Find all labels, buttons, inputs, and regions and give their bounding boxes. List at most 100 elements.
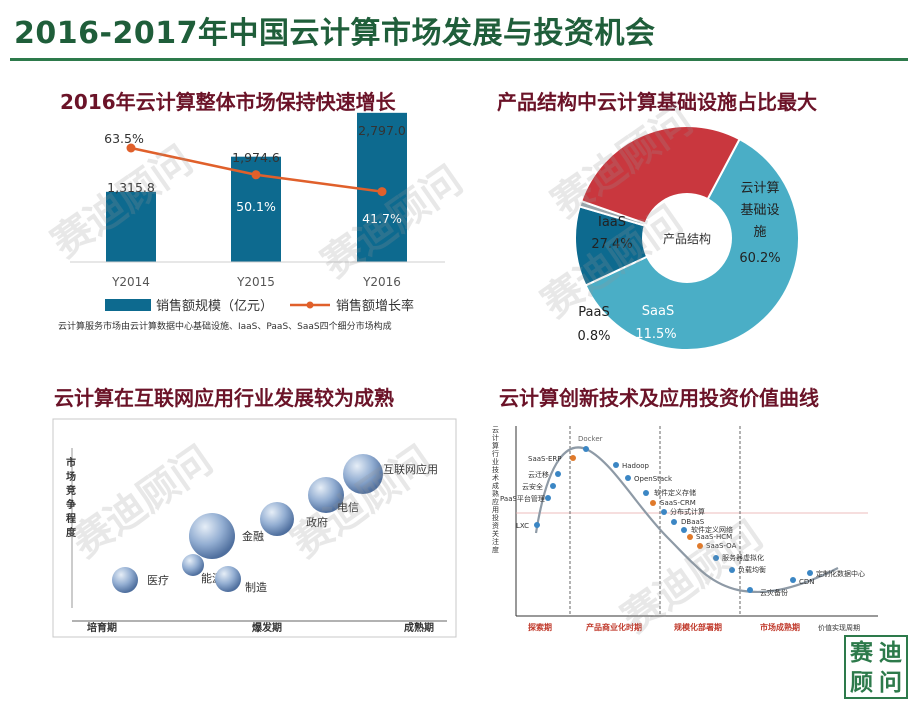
product-structure-donut: 产品结构 云计算 基础设 施 60.2% IaaS 27.4% PaaS 0.8… [574, 125, 800, 351]
bar-label-2014: 1,315.8 [107, 180, 155, 195]
iaas-label: IaaS [598, 215, 626, 230]
bubble-frame [52, 418, 457, 638]
pt-label-dbaas: DBaaS [681, 518, 705, 526]
paas-pct: 0.8% [577, 329, 610, 344]
q1-title: 2016年云计算整体市场保持快速增长 [60, 90, 396, 114]
bubble-label-telecom: 电信 [337, 501, 359, 514]
rate-dot-Y2014 [126, 143, 136, 153]
bubble-label-finance: 金融 [242, 529, 264, 543]
ccid-logo-seal: 赛 迪 顾 问 [844, 635, 908, 699]
legend-bar-swatch [105, 299, 151, 311]
market-growth-chart: 1,315.8 1,974.6 2,797.0 63.5% 50.1% 41.7… [58, 112, 445, 332]
pt-lxc [534, 522, 540, 528]
bubble-manufacturing [215, 566, 241, 592]
rate-label-2016: 41.7% [362, 211, 402, 226]
curve-y-label-9: 熟 [492, 489, 499, 498]
pt-paas-mgmt [545, 495, 551, 501]
seal-char: 赛 [850, 639, 873, 666]
industry-bubble-chart: 市 场 竞 争 程 度 培育期 爆发期 成熟期 医疗 能源 制造 金融 政府 电… [52, 418, 457, 638]
hype-curve [534, 446, 839, 593]
pt-label-custom-dc: 定制化数据中心 [816, 569, 865, 578]
pt-server-virt [713, 555, 719, 561]
curve-y-label-11: 用 [492, 506, 499, 514]
donut-hole [642, 193, 732, 283]
pt-label-sdn: 软件定义网络 [691, 525, 733, 534]
curve-y-label-7: 术 [492, 473, 499, 482]
pt-label-paas-mgmt: PaaS平台管理 [500, 494, 545, 503]
phase-explore: 探索期 [528, 622, 552, 632]
bubble-medical [112, 567, 138, 593]
curve-y-label-16: 度 [492, 545, 499, 554]
y-label-char-4: 争 [66, 498, 76, 511]
slice-saas [574, 205, 690, 287]
pt-custom-dc [807, 570, 813, 576]
rate-dot-Y2016 [377, 187, 387, 197]
y-label-char-2: 场 [66, 470, 76, 483]
bubble-label-internet: 互联网应用 [383, 462, 438, 476]
rate-label-2014: 63.5% [104, 131, 144, 146]
stage-nurture: 培育期 [87, 621, 117, 634]
curve-y-label-3: 算 [492, 441, 499, 450]
infra-label-3: 施 [753, 225, 766, 240]
pt-label-saas-crm: SaaS-CRM [660, 499, 696, 507]
curve-y-label-13: 资 [492, 521, 499, 530]
phase-mature: 市场成熟期 [760, 622, 800, 632]
pt-saas-hcm [687, 534, 693, 540]
pt-openstack [625, 475, 631, 481]
bubble-energy [182, 554, 204, 576]
phase-scale: 规模化部署期 [674, 622, 722, 632]
iaas-pct: 27.4% [591, 237, 632, 252]
curve-y-label-4: 行 [492, 449, 499, 458]
q2-title: 产品结构中云计算基础设施占比最大 [497, 90, 817, 114]
q3-title: 云计算在互联网应用行业发展较为成熟 [54, 386, 394, 410]
pt-label-load-balance: 负载均衡 [738, 565, 766, 574]
x-tick-2016: Y2016 [362, 275, 401, 289]
seal-char: 问 [879, 669, 902, 696]
pt-label-openstack: OpenStack [634, 475, 673, 483]
x-tick-2015: Y2015 [236, 275, 275, 289]
curve-y-label-6: 技 [492, 465, 499, 474]
pt-sds [643, 490, 649, 496]
pt-label-sds: 软件定义存储 [654, 488, 696, 497]
stage-burst: 爆发期 [252, 621, 282, 634]
curve-y-label-8: 成 [492, 481, 499, 490]
investment-value-curve: 云 计 算 行 业 技 术 成 熟 应 用 投 资 关 注 度 LXC PaaS… [492, 426, 878, 632]
donut-center-label: 产品结构 [663, 231, 711, 246]
pt-saas-erp [570, 455, 576, 461]
bubble-internet [343, 454, 383, 494]
curve-y-label-15: 注 [492, 537, 499, 546]
rate-label-2015: 50.1% [236, 199, 276, 214]
bubble-government [260, 502, 294, 536]
title-divider [10, 58, 908, 61]
pt-label-distributed: 分布式计算 [670, 507, 705, 516]
pt-label-backup: 云灾备份 [760, 588, 788, 597]
curve-y-label-10: 应 [492, 497, 499, 506]
curve-y-label-5: 业 [492, 457, 499, 466]
saas-label: SaaS [642, 304, 674, 319]
pt-label-saas-erp: SaaS-ERP [528, 455, 562, 463]
pt-label-security: 云安全 [522, 482, 543, 491]
curve-y-label-12: 投 [492, 513, 499, 522]
bar-label-2016: 2,797.0 [358, 123, 406, 138]
bar-label-2015: 1,974.6 [232, 150, 280, 165]
pt-label-lxc: LXC [516, 522, 529, 530]
bubble-label-manufacturing: 制造 [245, 580, 267, 594]
q1-note: 云计算服务市场由云计算数据中心基础设施、IaaS、PaaS、SaaS四个细分市场… [58, 320, 392, 332]
x-tick-2014: Y2014 [111, 275, 150, 289]
seal-char: 顾 [850, 669, 873, 696]
y-label-char-3: 竞 [65, 484, 76, 497]
legend-bar-label: 销售额规模（亿元） [156, 298, 273, 314]
y-label-char-5: 程 [66, 512, 76, 525]
pt-docker [583, 446, 589, 452]
paas-label: PaaS [578, 305, 609, 320]
phase-commercial: 产品商业化时期 [586, 622, 642, 632]
pt-load-balance [729, 567, 735, 573]
pt-migration [555, 471, 561, 477]
pt-saas-crm [650, 500, 656, 506]
infra-label-1: 云计算 [740, 181, 779, 196]
legend-line-label: 销售额增长率 [336, 298, 414, 314]
pt-distributed [661, 509, 667, 515]
curve-y-label-2: 计 [492, 433, 499, 442]
pt-label-hadoop: Hadoop [622, 462, 650, 470]
pt-security [550, 483, 556, 489]
